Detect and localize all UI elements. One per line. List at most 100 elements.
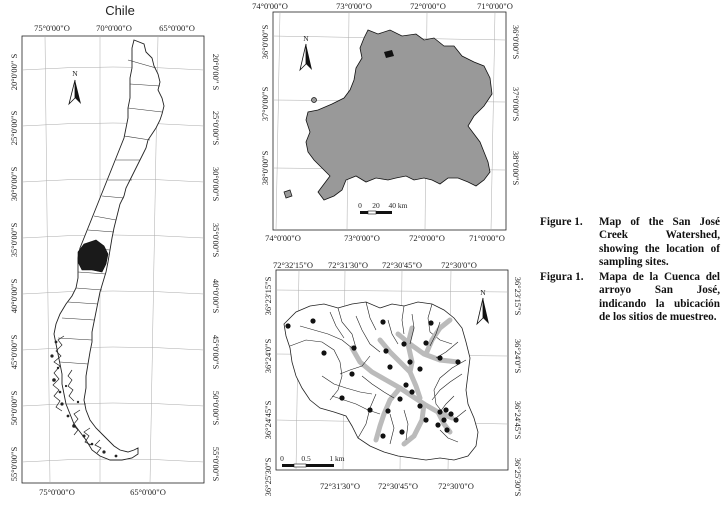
sampling-site	[407, 359, 413, 365]
region-bottom-lon-1: 74°0'00"O	[265, 233, 301, 243]
watershed-north-label: N	[480, 288, 486, 297]
watershed-scale-0: 0	[280, 454, 284, 463]
sampling-site	[401, 341, 407, 347]
region-scale-bar: 0 20 40 km	[358, 201, 408, 215]
chile-map: Chile 75°0'00"O 70°0'00"O 65°0'00"O 75°0…	[9, 3, 221, 497]
watershed-left-lat-2: 36°24'0"S	[263, 339, 273, 374]
sampling-site	[417, 366, 423, 372]
sampling-site	[443, 407, 449, 413]
sampling-site	[339, 395, 345, 401]
chile-left-lat-labels: 20°0'00" S 25°0'00"S 30°0'00"S 35°0'00"S…	[9, 53, 19, 481]
chile-left-lat-5: 40°0'00"S	[9, 279, 19, 314]
region-left-lat-2: 37°0'00"S	[260, 87, 270, 122]
caption-english: Figure 1. Map of the San José Creek Wate…	[540, 216, 720, 269]
sampling-site	[385, 408, 391, 414]
region-left-lat-3: 38°0'00"S	[260, 151, 270, 186]
watershed-subbasins	[289, 301, 467, 439]
chile-right-lat-labels: 20°0'00" S 25°0'00"S 30°0'00"S 35°0'00"S…	[211, 54, 221, 482]
region-scale-40: 40 km	[389, 201, 408, 210]
chile-left-lat-3: 30°0'00"S	[9, 167, 19, 202]
region-top-lon-1: 74°0'00"O	[252, 1, 288, 11]
chile-graticule	[21, 35, 205, 484]
chile-north-label: N	[72, 69, 78, 78]
sampling-site	[387, 364, 393, 370]
chile-title: Chile	[105, 3, 135, 18]
region-polygon	[305, 29, 493, 201]
sampling-site	[435, 422, 441, 428]
watershed-sampling-sites	[285, 318, 461, 439]
sampling-site	[349, 371, 355, 377]
watershed-scale-1: 1 km	[329, 454, 344, 463]
region-top-lon-4: 71°0'00"O	[477, 1, 513, 11]
watershed-top-lon-3: 72°30'45"O	[382, 260, 422, 270]
sampling-site	[380, 433, 386, 439]
sampling-site	[448, 411, 454, 417]
sampling-site	[417, 403, 423, 409]
region-right-lat-2: 37°0'00"S	[511, 87, 521, 122]
region-scale-0: 0	[358, 201, 362, 210]
sampling-site	[399, 429, 405, 435]
chile-region-boundaries	[57, 59, 163, 405]
caption-english-label: Figure 1.	[540, 216, 583, 228]
region-map-frame	[272, 11, 507, 231]
watershed-right-lat-2: 36°24'0"S	[513, 339, 523, 374]
sampling-site	[397, 396, 403, 402]
sampling-site	[285, 323, 291, 329]
watershed-bottom-lon-1: 72°31'30"O	[320, 481, 360, 491]
region-top-lon-3: 72°0'00"O	[410, 1, 446, 11]
region-island-2	[283, 189, 293, 199]
watershed-scale-05: 0.5	[301, 454, 311, 463]
sampling-site	[383, 348, 389, 354]
chile-top-lon-3: 65°0'00"O	[159, 23, 195, 33]
region-bottom-lon-2: 73°0'00"O	[344, 233, 380, 243]
sampling-site	[437, 409, 443, 415]
watershed-right-lat-4: 36°25'30"S	[513, 458, 523, 497]
chile-left-lat-8: 55°0'00"S	[9, 447, 19, 482]
sampling-site	[437, 355, 443, 361]
sampling-site	[367, 407, 373, 413]
chile-north-arrow-icon: N	[68, 69, 81, 106]
watershed-left-lat-4: 36°25'30"S	[263, 457, 273, 496]
figure-caption: Figure 1. Map of the San José Creek Wate…	[540, 216, 720, 326]
chile-right-lat-7: 50°0'00"S	[211, 391, 221, 426]
watershed-top-lon-4: 72°30'0"O	[441, 260, 477, 270]
sampling-site	[351, 345, 357, 351]
chile-left-lat-6: 45°0'00"S	[9, 335, 19, 370]
chile-left-lat-2: 25°0'00"S	[9, 111, 19, 146]
region-north-label: N	[303, 34, 309, 43]
watershed-bottom-lon-3: 72°30'0"O	[438, 481, 474, 491]
watershed-main-channels	[349, 317, 461, 447]
region-bottom-lon-3: 72°0'00"O	[409, 233, 445, 243]
chile-right-lat-8: 55°0'00"S	[211, 447, 221, 482]
sampling-site	[380, 319, 386, 325]
watershed-left-lat-1: 36°23'15"S	[263, 276, 273, 315]
chile-left-lat-7: 50°0'00"S	[9, 391, 19, 426]
chile-map-frame	[21, 35, 205, 484]
chile-right-lat-4: 35°0'00"S	[211, 223, 221, 258]
chile-right-lat-5: 40°0'00"S	[211, 279, 221, 314]
watershed-right-lat-3: 36°24'45"S	[513, 401, 523, 440]
watershed-map-frame	[275, 269, 509, 471]
region-right-lat-3: 38°0'00"S	[511, 151, 521, 186]
chile-left-lat-4: 35°0'00"S	[9, 223, 19, 258]
chile-highlight-region	[77, 239, 109, 273]
chile-top-lon-2: 70°0'00"O	[96, 23, 132, 33]
sampling-site	[428, 320, 434, 326]
region-top-lon-2: 73°0'00"O	[336, 1, 372, 11]
region-map: 74°0'00"O 73°0'00"O 72°0'00"O 71°0'00"O …	[252, 1, 521, 243]
sampling-site	[310, 318, 316, 324]
sampling-site	[444, 427, 450, 433]
caption-english-text: Map of the San José Creek Watershed, sho…	[599, 216, 720, 268]
sampling-site	[455, 359, 461, 365]
region-bottom-lon-4: 71°0'00"O	[469, 233, 505, 243]
chile-fjords	[52, 335, 102, 454]
caption-spanish-text: Mapa de la Cuenca del arroyo San José, i…	[599, 271, 720, 324]
caption-spanish-label: Figura 1.	[540, 271, 584, 284]
chile-right-lat-6: 45°0'00"S	[211, 335, 221, 370]
watershed-north-arrow-icon: N	[476, 288, 489, 326]
sampling-site	[453, 417, 459, 423]
sampling-site	[409, 389, 415, 395]
sampling-site	[321, 350, 327, 356]
region-lake	[384, 50, 394, 58]
